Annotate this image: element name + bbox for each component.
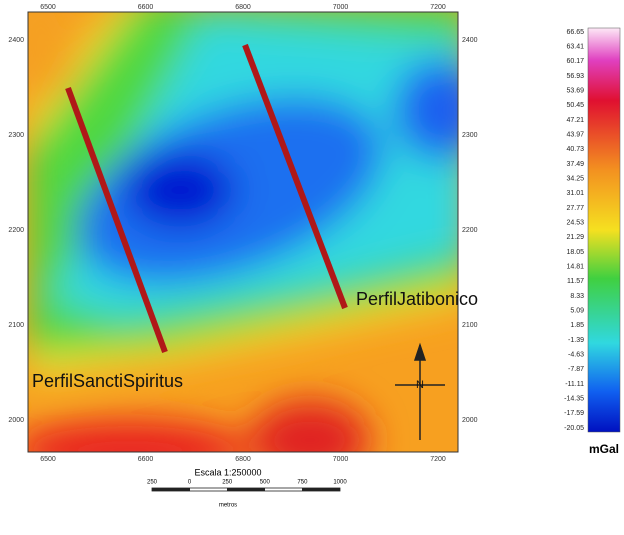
axis-label: 2300	[462, 132, 478, 139]
axis-label: 6500	[40, 456, 56, 463]
colorbar-label: 34.25	[566, 176, 584, 183]
axis-label: 2200	[462, 227, 478, 234]
colorbar-label: -11.11	[565, 381, 584, 388]
colorbar-label: -17.59	[564, 410, 584, 417]
colorbar-label: -1.39	[568, 337, 584, 344]
colorbar-label: 37.49	[566, 161, 584, 168]
colorbar-label: 18.05	[566, 249, 584, 256]
colorbar-label: 66.65	[566, 29, 584, 36]
axis-label: 2400	[462, 37, 478, 44]
scale-title: Escala 1:250000	[194, 467, 261, 477]
profile-label: PerfilJatibonico	[356, 289, 478, 309]
colorbar-label: -14.35	[564, 396, 584, 403]
scale-tick: 250	[147, 480, 158, 486]
colorbar-label: 11.57	[567, 278, 584, 285]
colorbar-label: 31.01	[566, 190, 584, 197]
colorbar-label: 47.21	[566, 117, 584, 124]
axis-label: 2200	[8, 227, 24, 234]
scale-unit: metros	[219, 503, 237, 509]
axis-label: 2100	[462, 322, 478, 329]
colorbar-label: 1.85	[570, 322, 584, 329]
axis-label: 2300	[8, 132, 24, 139]
north-label: N	[416, 379, 424, 391]
axis-label: 6600	[138, 456, 154, 463]
scale-tick: 500	[260, 480, 271, 486]
colorbar-label: 5.09	[570, 308, 584, 315]
colorbar-label: 43.97	[566, 132, 584, 139]
colorbar-label: 63.41	[566, 44, 584, 51]
scale-tick: 0	[188, 480, 192, 486]
colorbar-label: 40.73	[566, 146, 584, 153]
axis-label: 6600	[138, 4, 154, 11]
colorbar-label: 53.69	[566, 88, 584, 95]
profile-label: PerfilSanctiSpiritus	[32, 371, 183, 391]
axis-label: 2000	[8, 417, 24, 424]
axis-label: 2000	[462, 417, 478, 424]
colorbar-label: -7.87	[568, 366, 584, 373]
axis-label: 2100	[8, 322, 24, 329]
axis-label: 2400	[8, 37, 24, 44]
colorbar-label: 21.29	[566, 234, 584, 241]
colorbar-label: 60.17	[566, 58, 584, 65]
colorbar-label: 14.81	[566, 264, 584, 271]
scale-tick: 250	[222, 480, 233, 486]
colorbar-label: -4.63	[568, 352, 584, 359]
axis-label: 6500	[40, 4, 56, 11]
scale-tick: 1000	[333, 480, 347, 486]
axis-label: 7000	[333, 456, 349, 463]
axis-label: 7200	[430, 4, 446, 11]
colorbar-label: 50.45	[566, 102, 584, 109]
colorbar-unit: mGal	[589, 442, 619, 456]
colorbar-label: 56.93	[566, 73, 584, 80]
colorbar	[588, 28, 620, 432]
axis-label: 7000	[333, 4, 349, 11]
colorbar-label: 27.77	[566, 205, 584, 212]
colorbar-label: -20.05	[564, 425, 584, 432]
axis-label: 7200	[430, 456, 446, 463]
colorbar-label: 24.53	[566, 220, 584, 227]
anomaly-map	[0, 0, 485, 480]
scale-tick: 750	[297, 480, 308, 486]
axis-label: 6800	[235, 4, 251, 11]
colorbar-label: 8.33	[570, 293, 584, 300]
map-figure: PerfilJatibonico PerfilSanctiSpiritus N …	[0, 0, 624, 530]
axis-label: 6800	[235, 456, 251, 463]
scale-bar	[152, 488, 340, 491]
